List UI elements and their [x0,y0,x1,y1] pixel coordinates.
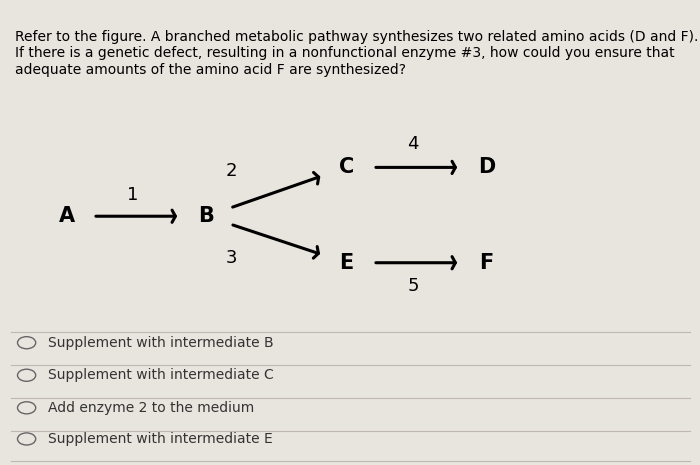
Text: If there is a genetic defect, resulting in a nonfunctional enzyme #3, how could : If there is a genetic defect, resulting … [15,46,675,60]
Text: F: F [480,252,494,273]
Text: A: A [58,206,75,226]
Text: Supplement with intermediate E: Supplement with intermediate E [48,432,272,446]
Text: E: E [340,252,354,273]
Text: 3: 3 [225,249,237,267]
Text: adequate amounts of the amino acid F are synthesized?: adequate amounts of the amino acid F are… [15,63,407,77]
Text: B: B [199,206,214,226]
Text: 4: 4 [407,135,419,153]
Text: 5: 5 [407,277,419,295]
Text: Refer to the figure. A branched metabolic pathway synthesizes two related amino : Refer to the figure. A branched metaboli… [15,30,699,44]
Text: Supplement with intermediate B: Supplement with intermediate B [48,336,273,350]
Text: Add enzyme 2 to the medium: Add enzyme 2 to the medium [48,401,254,415]
Text: C: C [339,157,354,178]
Text: 1: 1 [127,186,139,204]
Text: 2: 2 [225,162,237,180]
Text: Supplement with intermediate C: Supplement with intermediate C [48,368,273,382]
Text: D: D [478,157,495,178]
